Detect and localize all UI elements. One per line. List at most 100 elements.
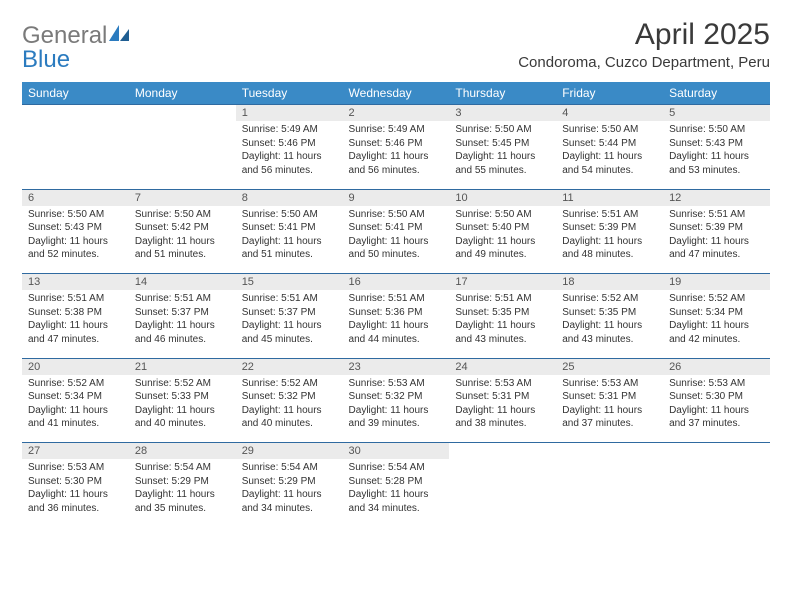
- daylight-text-1: Daylight: 11 hours: [242, 150, 337, 164]
- day-body-cell: Sunrise: 5:53 AMSunset: 5:31 PMDaylight:…: [449, 375, 556, 443]
- day-body-cell: Sunrise: 5:52 AMSunset: 5:32 PMDaylight:…: [236, 375, 343, 443]
- day-body-cell: [22, 121, 129, 189]
- daylight-text-2: and 51 minutes.: [242, 248, 337, 262]
- daylight-text-1: Daylight: 11 hours: [242, 235, 337, 249]
- day-number-row: 13141516171819: [22, 274, 770, 291]
- sunrise-text: Sunrise: 5:52 AM: [562, 292, 657, 306]
- daylight-text-1: Daylight: 11 hours: [135, 235, 230, 249]
- day-number-row: 20212223242526: [22, 358, 770, 375]
- dow-header: Friday: [556, 82, 663, 105]
- daylight-text-1: Daylight: 11 hours: [349, 150, 444, 164]
- daylight-text-2: and 48 minutes.: [562, 248, 657, 262]
- day-body-cell: Sunrise: 5:51 AMSunset: 5:35 PMDaylight:…: [449, 290, 556, 358]
- sunset-text: Sunset: 5:43 PM: [28, 221, 123, 235]
- sunrise-text: Sunrise: 5:50 AM: [669, 123, 764, 137]
- brand-text: General Blue: [22, 24, 131, 72]
- daylight-text-1: Daylight: 11 hours: [455, 235, 550, 249]
- daylight-text-2: and 51 minutes.: [135, 248, 230, 262]
- daylight-text-2: and 56 minutes.: [242, 164, 337, 178]
- day-number-cell: 28: [129, 443, 236, 460]
- day-number-cell: 30: [343, 443, 450, 460]
- day-body-row: Sunrise: 5:52 AMSunset: 5:34 PMDaylight:…: [22, 375, 770, 443]
- daylight-text-1: Daylight: 11 hours: [242, 319, 337, 333]
- daylight-text-1: Daylight: 11 hours: [562, 319, 657, 333]
- sunset-text: Sunset: 5:37 PM: [135, 306, 230, 320]
- daylight-text-1: Daylight: 11 hours: [242, 404, 337, 418]
- sunset-text: Sunset: 5:42 PM: [135, 221, 230, 235]
- day-body-row: Sunrise: 5:53 AMSunset: 5:30 PMDaylight:…: [22, 459, 770, 527]
- day-body-cell: [449, 459, 556, 527]
- day-number-row: 6789101112: [22, 189, 770, 206]
- sunset-text: Sunset: 5:29 PM: [242, 475, 337, 489]
- sunrise-text: Sunrise: 5:52 AM: [135, 377, 230, 391]
- sunrise-text: Sunrise: 5:51 AM: [135, 292, 230, 306]
- daylight-text-1: Daylight: 11 hours: [669, 319, 764, 333]
- day-number-cell: [22, 105, 129, 122]
- day-body-cell: Sunrise: 5:50 AMSunset: 5:42 PMDaylight:…: [129, 206, 236, 274]
- sunrise-text: Sunrise: 5:53 AM: [669, 377, 764, 391]
- day-number-cell: 19: [663, 274, 770, 291]
- day-body-cell: Sunrise: 5:54 AMSunset: 5:28 PMDaylight:…: [343, 459, 450, 527]
- sunrise-text: Sunrise: 5:50 AM: [28, 208, 123, 222]
- sunrise-text: Sunrise: 5:51 AM: [28, 292, 123, 306]
- sunrise-text: Sunrise: 5:53 AM: [562, 377, 657, 391]
- daylight-text-1: Daylight: 11 hours: [349, 404, 444, 418]
- sunrise-text: Sunrise: 5:54 AM: [242, 461, 337, 475]
- sunset-text: Sunset: 5:41 PM: [242, 221, 337, 235]
- day-number-cell: 2: [343, 105, 450, 122]
- day-body-row: Sunrise: 5:50 AMSunset: 5:43 PM Daylight:…: [22, 206, 770, 274]
- sunrise-text: Sunrise: 5:53 AM: [455, 377, 550, 391]
- dow-header: Wednesday: [343, 82, 450, 105]
- day-body-cell: Sunrise: 5:50 AMSunset: 5:40 PMDaylight:…: [449, 206, 556, 274]
- day-body-cell: Sunrise: 5:54 AMSunset: 5:29 PMDaylight:…: [236, 459, 343, 527]
- day-body-cell: Sunrise: 5:50 AMSunset: 5:43 PMDaylight:…: [22, 206, 129, 274]
- daylight-text-2: and 41 minutes.: [28, 417, 123, 431]
- sunset-text: Sunset: 5:35 PM: [562, 306, 657, 320]
- sunset-text: Sunset: 5:31 PM: [455, 390, 550, 404]
- day-number-cell: 22: [236, 358, 343, 375]
- sunrise-text: Sunrise: 5:53 AM: [28, 461, 123, 475]
- day-body-cell: Sunrise: 5:51 AMSunset: 5:39 PMDaylight:…: [663, 206, 770, 274]
- daylight-text-1: Daylight: 11 hours: [28, 488, 123, 502]
- day-body-cell: Sunrise: 5:52 AMSunset: 5:33 PMDaylight:…: [129, 375, 236, 443]
- day-body-cell: Sunrise: 5:51 AMSunset: 5:37 PMDaylight:…: [236, 290, 343, 358]
- sunset-text: Sunset: 5:36 PM: [349, 306, 444, 320]
- calendar-table: Sunday Monday Tuesday Wednesday Thursday…: [22, 82, 770, 527]
- day-number-cell: 21: [129, 358, 236, 375]
- day-body-cell: Sunrise: 5:49 AMSunset: 5:46 PMDaylight:…: [236, 121, 343, 189]
- sunrise-text: Sunrise: 5:50 AM: [455, 123, 550, 137]
- daylight-text-1: Daylight: 11 hours: [669, 235, 764, 249]
- daylight-text-1: Daylight: 11 hours: [562, 404, 657, 418]
- daylight-text-1: Daylight: 11 hours: [28, 404, 123, 418]
- sunrise-text: Sunrise: 5:51 AM: [455, 292, 550, 306]
- sunset-text: Sunset: 5:29 PM: [135, 475, 230, 489]
- day-body-cell: Sunrise: 5:51 AMSunset: 5:36 PMDaylight:…: [343, 290, 450, 358]
- sunrise-text: Sunrise: 5:50 AM: [562, 123, 657, 137]
- dow-header: Sunday: [22, 82, 129, 105]
- sunset-text: Sunset: 5:34 PM: [28, 390, 123, 404]
- daylight-text-1: Daylight: 11 hours: [455, 319, 550, 333]
- daylight-text-2: and 55 minutes.: [455, 164, 550, 178]
- daylight-text-2: and 47 minutes.: [669, 248, 764, 262]
- dow-header: Thursday: [449, 82, 556, 105]
- daylight-text-2: and 46 minutes.: [135, 333, 230, 347]
- sunset-text: Sunset: 5:41 PM: [349, 221, 444, 235]
- day-number-cell: 17: [449, 274, 556, 291]
- page: General Blue April 2025 Condoroma, Cuzco…: [0, 0, 792, 537]
- day-body-cell: Sunrise: 5:53 AMSunset: 5:31 PMDaylight:…: [556, 375, 663, 443]
- day-body-cell: Sunrise: 5:51 AMSunset: 5:38 PMDaylight:…: [22, 290, 129, 358]
- daylight-text-2: and 34 minutes.: [349, 502, 444, 516]
- sunrise-text: Sunrise: 5:49 AM: [242, 123, 337, 137]
- day-body-cell: Sunrise: 5:50 AMSunset: 5:43 PMDaylight:…: [663, 121, 770, 189]
- day-body-cell: [663, 459, 770, 527]
- day-number-cell: 10: [449, 189, 556, 206]
- daylight-text-2: and 37 minutes.: [669, 417, 764, 431]
- sunset-text: Sunset: 5:32 PM: [349, 390, 444, 404]
- day-number-cell: 24: [449, 358, 556, 375]
- daylight-text-2: and 40 minutes.: [135, 417, 230, 431]
- title-block: April 2025 Condoroma, Cuzco Department, …: [518, 18, 770, 71]
- day-body-cell: [556, 459, 663, 527]
- daylight-text-2: and 43 minutes.: [562, 333, 657, 347]
- dow-header: Tuesday: [236, 82, 343, 105]
- day-number-cell: 26: [663, 358, 770, 375]
